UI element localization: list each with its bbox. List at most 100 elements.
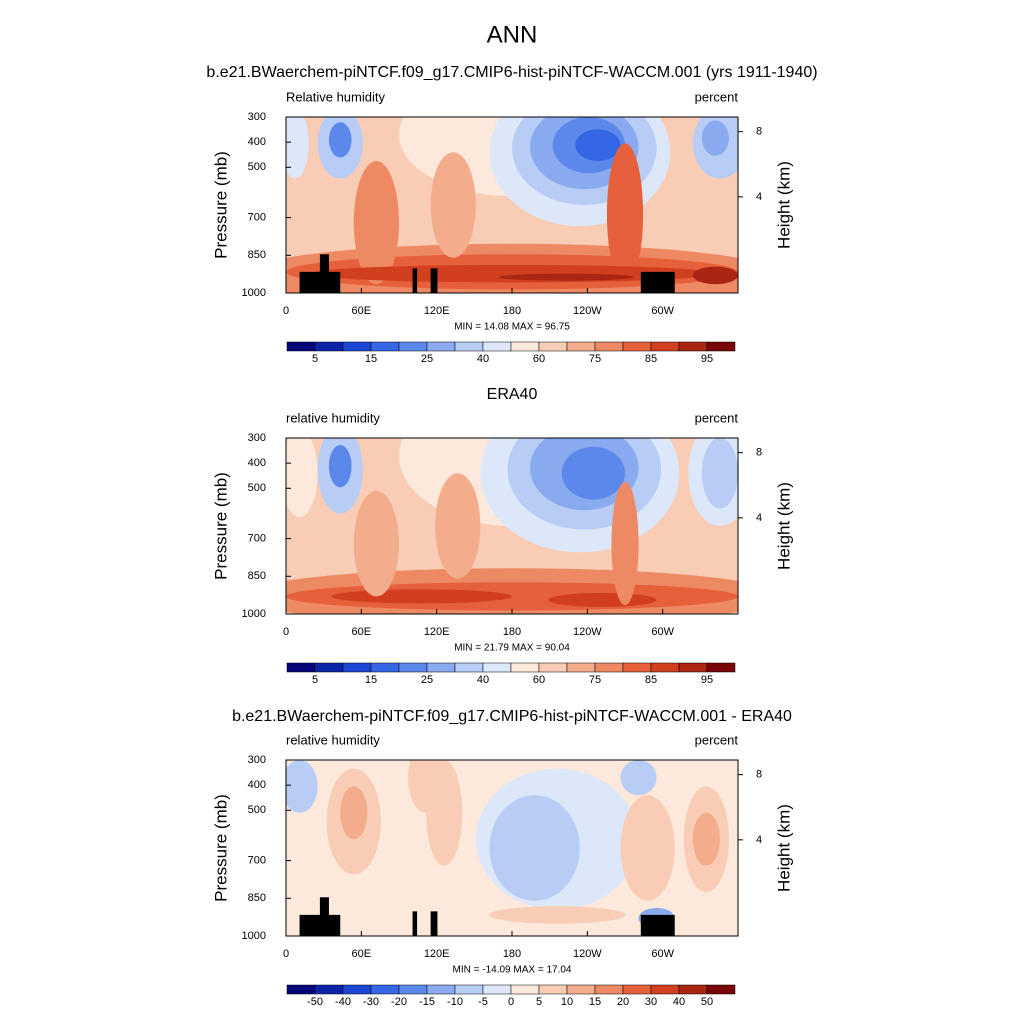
x-tick-label: 120E bbox=[424, 626, 450, 638]
colorbar-box bbox=[314, 341, 344, 352]
contour-fills bbox=[286, 760, 738, 936]
panel-title: ERA40 bbox=[487, 386, 538, 403]
y-tick-label: 500 bbox=[248, 161, 266, 173]
colorbar-box bbox=[706, 984, 736, 995]
y-tick-label: 400 bbox=[248, 779, 266, 791]
y-axis-label: Pressure (mb) bbox=[211, 151, 230, 259]
contour-fill bbox=[606, 143, 644, 285]
colorbar-box bbox=[538, 984, 568, 995]
contour-fill bbox=[353, 161, 399, 285]
right-label: percent bbox=[695, 89, 739, 104]
x-tick-label: 60W bbox=[651, 948, 674, 960]
contour-field bbox=[286, 117, 738, 293]
y-tick-label: 700 bbox=[248, 854, 266, 866]
y-tick-label: 400 bbox=[248, 136, 266, 148]
contour-fill bbox=[286, 117, 309, 179]
colorbar-label: 25 bbox=[421, 353, 433, 365]
contour-fill bbox=[692, 266, 738, 285]
colorbar-label: -10 bbox=[447, 996, 463, 1008]
topography bbox=[299, 271, 323, 293]
colorbar-label: 50 bbox=[701, 996, 713, 1008]
colorbar-label: -15 bbox=[419, 996, 435, 1008]
colorbar-box bbox=[566, 341, 596, 352]
x-tick-label: 60E bbox=[352, 948, 372, 960]
stats: MIN = 21.79 MAX = 90.04 bbox=[454, 643, 570, 654]
y2-tick-label: 8 bbox=[756, 447, 762, 459]
panel-title: b.e21.BWaerchem-piNTCF.f09_g17.CMIP6-his… bbox=[232, 708, 792, 725]
colorbar-label: -50 bbox=[307, 996, 323, 1008]
colorbar-label: 75 bbox=[589, 674, 601, 686]
y2-tick-label: 4 bbox=[756, 834, 762, 846]
y-tick-label: 850 bbox=[248, 570, 266, 582]
x-tick-label: 60E bbox=[352, 626, 372, 638]
topography bbox=[430, 911, 438, 936]
contour-fills bbox=[286, 117, 738, 293]
contour-fill bbox=[328, 122, 352, 158]
colorbar-box bbox=[510, 341, 540, 352]
colorbar-box bbox=[594, 341, 624, 352]
contour-fill bbox=[701, 120, 729, 156]
figure-title: ANN bbox=[487, 21, 538, 48]
colorbar-box bbox=[678, 984, 708, 995]
colorbar-box bbox=[370, 662, 400, 673]
y-tick-label: 300 bbox=[248, 754, 266, 766]
y2-tick-label: 4 bbox=[756, 512, 762, 524]
colorbar-box bbox=[622, 662, 652, 673]
colorbar-box bbox=[566, 984, 596, 995]
topography bbox=[299, 914, 323, 936]
colorbar-label: 60 bbox=[533, 674, 545, 686]
x-tick-label: 60E bbox=[352, 305, 372, 317]
y-tick-label: 850 bbox=[248, 249, 266, 261]
y-tick-label: 1000 bbox=[242, 930, 266, 942]
colorbar-box bbox=[678, 662, 708, 673]
y-tick-label: 700 bbox=[248, 211, 266, 223]
contour-fill bbox=[489, 795, 580, 901]
y-tick-label: 700 bbox=[248, 532, 266, 544]
colorbar-box bbox=[426, 662, 456, 673]
colorbar-label: -40 bbox=[335, 996, 351, 1008]
y-tick-label: 1000 bbox=[242, 608, 266, 620]
x-tick-label: 120W bbox=[573, 948, 602, 960]
y2-axis-label: Height (km) bbox=[774, 482, 793, 570]
colorbar-box bbox=[538, 662, 568, 673]
colorbar-label: 15 bbox=[589, 996, 601, 1008]
left-label: relative humidity bbox=[286, 732, 380, 747]
colorbar-box bbox=[482, 984, 512, 995]
colorbar-box bbox=[594, 662, 624, 673]
y-tick-label: 300 bbox=[248, 432, 266, 444]
x-tick-label: 0 bbox=[283, 626, 289, 638]
colorbar-box bbox=[370, 341, 400, 352]
colorbar-label: -30 bbox=[363, 996, 379, 1008]
colorbar-box bbox=[342, 662, 372, 673]
colorbar-box bbox=[286, 341, 316, 352]
colorbar-label: 5 bbox=[312, 674, 318, 686]
contour-fill bbox=[353, 490, 399, 597]
contour-fills bbox=[286, 438, 738, 614]
y-axis-label: Pressure (mb) bbox=[211, 472, 230, 580]
right-label: percent bbox=[695, 410, 739, 425]
y-tick-label: 500 bbox=[248, 482, 266, 494]
colorbar-box bbox=[286, 984, 316, 995]
y-tick-label: 1000 bbox=[242, 287, 266, 299]
contour-fill bbox=[286, 117, 738, 293]
colorbar-box bbox=[342, 341, 372, 352]
topography bbox=[640, 271, 675, 293]
contour-fill bbox=[620, 795, 675, 901]
colorbar-label: 20 bbox=[617, 996, 629, 1008]
y2-axis-label: Height (km) bbox=[774, 804, 793, 892]
colorbar-box bbox=[426, 341, 456, 352]
colorbar-box bbox=[482, 341, 512, 352]
colorbar-label: 95 bbox=[701, 674, 713, 686]
colorbar-label: 95 bbox=[701, 353, 713, 365]
x-tick-label: 0 bbox=[283, 305, 289, 317]
contour-fill bbox=[489, 906, 625, 924]
colorbar-box bbox=[510, 662, 540, 673]
colorbar-box bbox=[622, 341, 652, 352]
x-tick-label: 180 bbox=[503, 305, 521, 317]
topography bbox=[319, 897, 329, 936]
contour-fill bbox=[611, 481, 639, 606]
topography bbox=[412, 911, 418, 936]
colorbar-label: 5 bbox=[536, 996, 542, 1008]
colorbar-label: 15 bbox=[365, 353, 377, 365]
